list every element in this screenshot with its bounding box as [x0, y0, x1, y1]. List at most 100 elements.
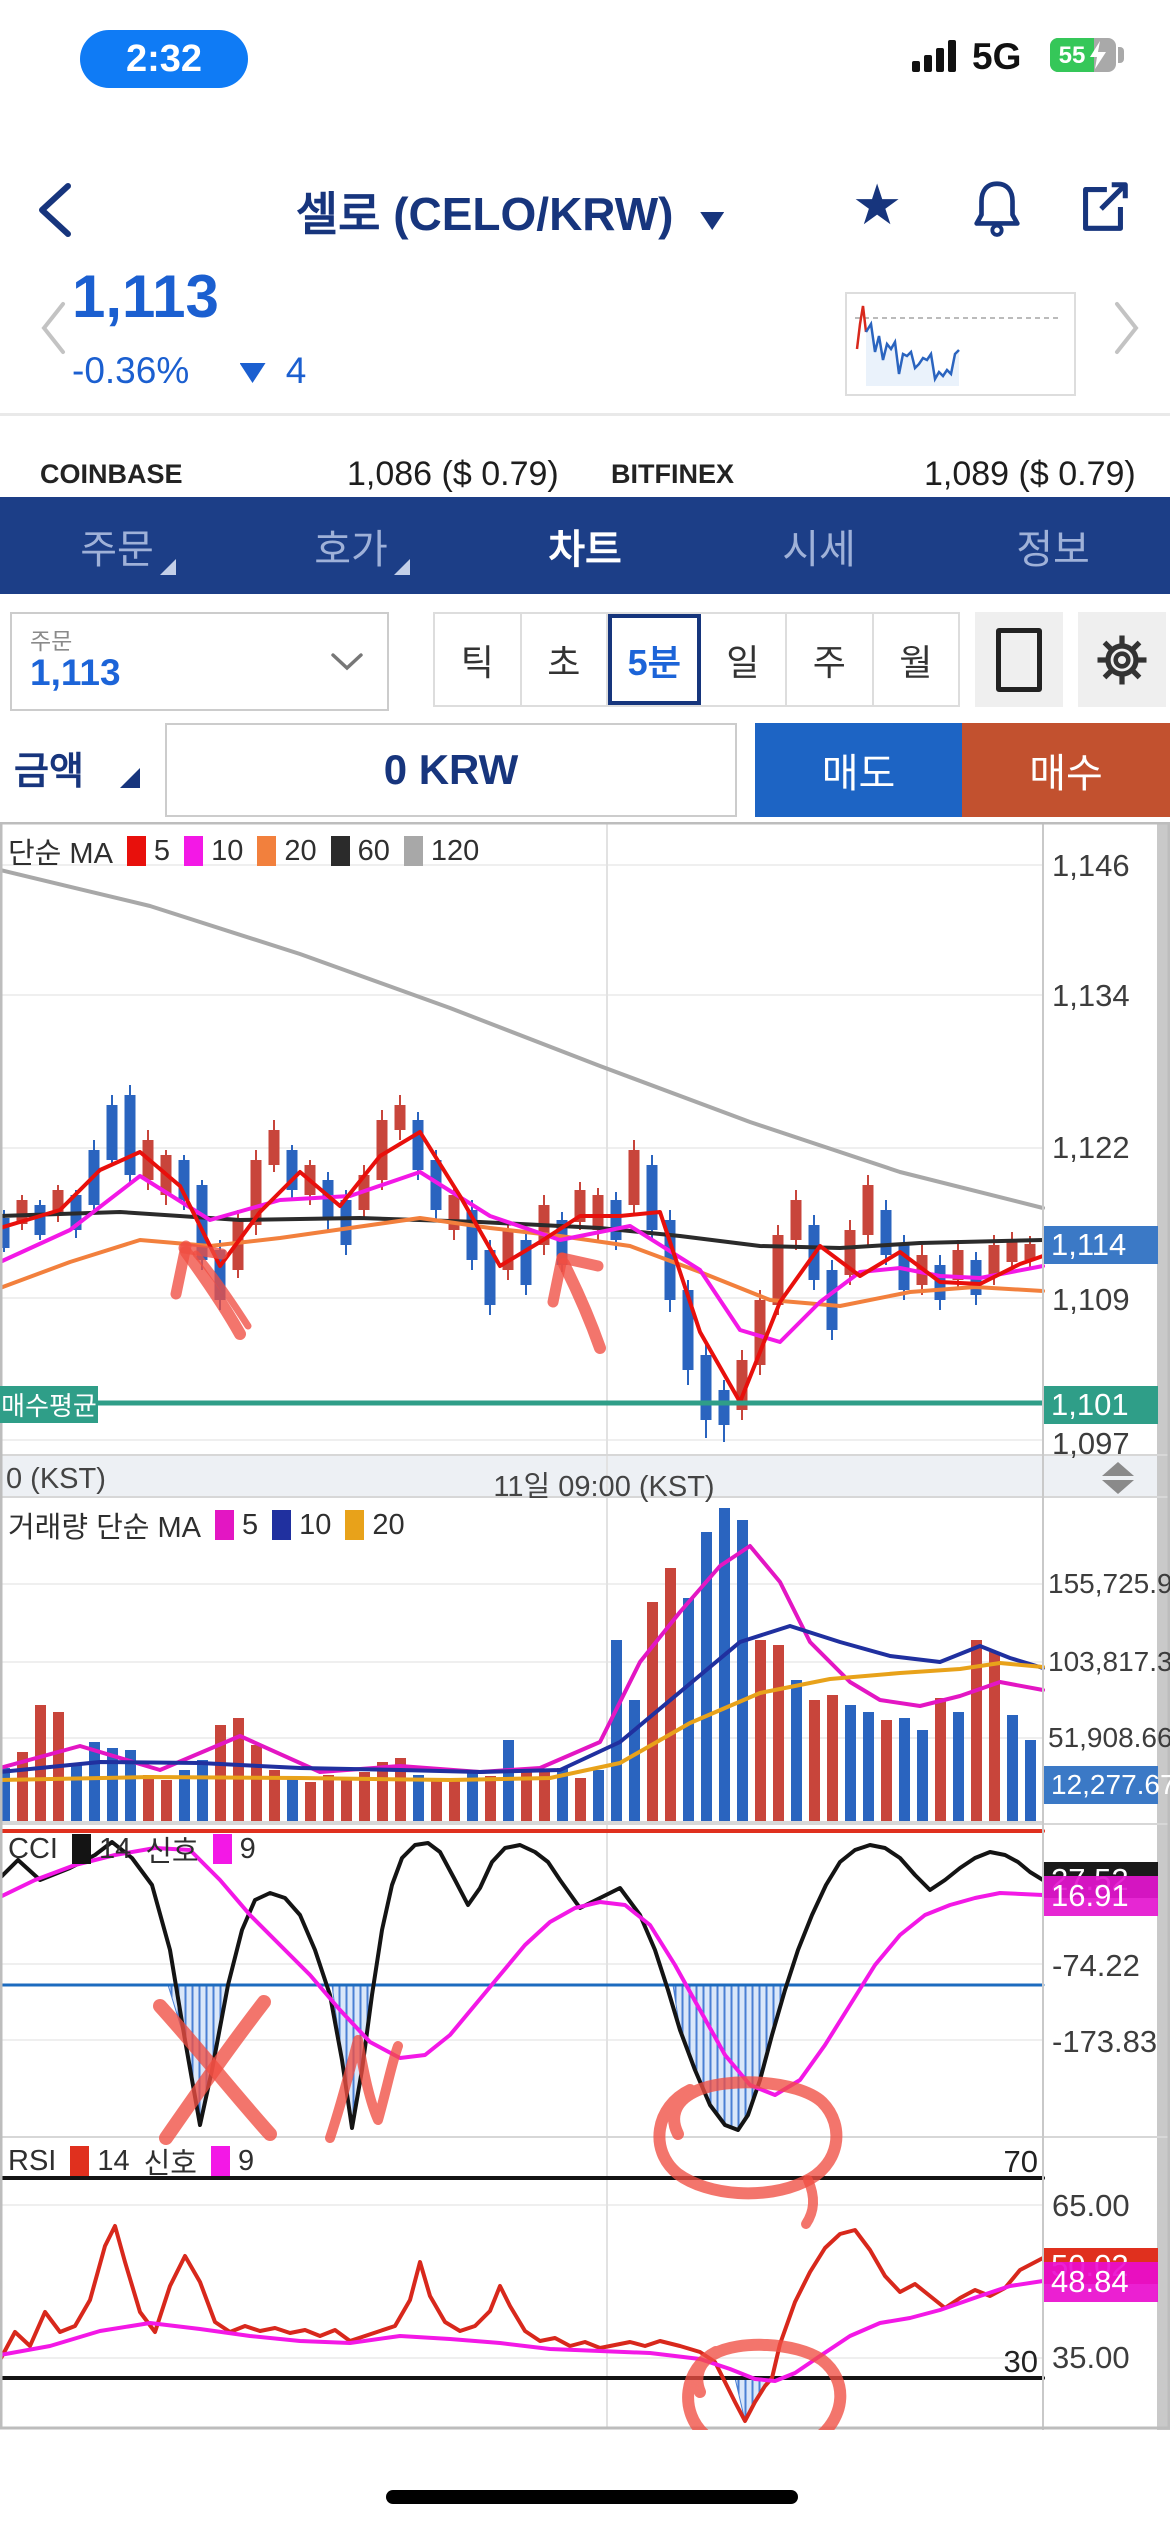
ma60-swatch [330, 836, 350, 866]
tab-info[interactable]: 정보 [1016, 527, 1090, 572]
timeframe-tick[interactable]: 틱 [435, 614, 522, 705]
last-price-badge: 1,114 [1044, 1226, 1158, 1264]
amount-label[interactable]: 금액 [14, 751, 84, 793]
tab-quotes[interactable]: 호가 [234, 497, 468, 594]
triangle-down-icon [1102, 1480, 1134, 1494]
cci-tick: -173.83 [1052, 2024, 1158, 2059]
portrait-rect-icon [996, 627, 1042, 692]
avg-price-badge: 1,101 [1044, 1386, 1158, 1424]
timeframe-group: 틱 초 5분 일 주 월 [433, 612, 960, 707]
battery-percent: 55 [1058, 42, 1086, 69]
rsi-legend: RSI 14 신호 9 [8, 2144, 255, 2181]
cci-tick: -74.22 [1052, 1948, 1140, 1983]
chevron-down-icon [700, 212, 725, 230]
exchange-bitfinex-price: 1,089 ($ 0.79) [924, 454, 1136, 493]
order-price-value: 1,113 [30, 652, 121, 693]
chevron-down-icon [331, 653, 363, 671]
tab-market[interactable]: 시세 [782, 527, 856, 572]
corner-triangle-icon [160, 559, 176, 575]
chart-canvas[interactable] [0, 822, 1170, 2430]
fullscreen-button[interactable] [975, 612, 1063, 707]
price-tick: 1,146 [1052, 848, 1130, 883]
chart-region: 단순 MA 5 10 20 60 120 1,146 1,134 1,122 1… [0, 822, 1170, 2430]
timeframe-month[interactable]: 월 [899, 641, 933, 683]
battery-icon: 55 [1050, 38, 1116, 72]
exchange-name: COINBASE [40, 458, 183, 489]
gear-icon [1097, 635, 1147, 684]
volume-badge: 12,277.676 [1044, 1766, 1170, 1804]
exchange-bitfinex: BITFINEX [611, 448, 734, 500]
prev-symbol-button[interactable] [38, 300, 68, 356]
sell-button[interactable]: 매도 [755, 723, 962, 817]
charging-bolt-icon [1090, 41, 1106, 69]
timeframe-week[interactable]: 주 [787, 614, 874, 705]
price-tick: 1,122 [1052, 1130, 1130, 1165]
amount-corner-icon [120, 768, 140, 788]
ma20-swatch [257, 836, 277, 866]
change-amount: 4 [285, 350, 307, 391]
order-price-dropdown[interactable]: 주문 1,113 [10, 612, 389, 711]
order-label: 주문 [30, 628, 73, 654]
page-title: 셀로 (CELO/KRW) [295, 188, 674, 240]
cci-swatch [71, 1834, 91, 1864]
home-indicator [386, 2490, 798, 2504]
triangle-up-icon [1102, 1462, 1134, 1476]
share-icon[interactable] [1072, 176, 1134, 238]
notification-bell-icon[interactable] [966, 176, 1028, 238]
scale-toggle[interactable] [1098, 1460, 1138, 1496]
rsi-signal-swatch [210, 2146, 230, 2176]
tab-order[interactable]: 주문 [0, 497, 234, 594]
buy-button[interactable]: 매수 [962, 723, 1170, 817]
cci-signal-badge: 16.91 [1044, 1876, 1158, 1916]
signal-bars-icon [912, 40, 962, 72]
time-axis-center: 11일 09:00 (KST) [493, 1471, 715, 1503]
vol-ma5-swatch [215, 1510, 235, 1540]
tab-chart[interactable]: 차트 [548, 527, 622, 572]
vol-ma20-swatch [345, 1510, 365, 1540]
amount-input[interactable]: 0 KRW [165, 723, 737, 817]
chart-settings-button[interactable] [1078, 612, 1166, 707]
exchange-coinbase-price: 1,086 ($ 0.79) [347, 454, 559, 493]
ma5-swatch [126, 836, 146, 866]
mini-chart [845, 292, 1076, 396]
timeframe-day[interactable]: 일 [701, 614, 787, 705]
avg-buy-label: 매수평균 [0, 1386, 98, 1423]
triangle-down-icon [239, 363, 266, 383]
exchange-name: BITFINEX [611, 458, 735, 489]
back-button[interactable] [34, 182, 76, 238]
timeframe-5min[interactable]: 5분 [608, 614, 701, 705]
price-tick: 1,097 [1052, 1426, 1130, 1461]
favorite-star-icon[interactable]: ★ [852, 173, 903, 236]
rsi-signal-badge: 48.84 [1044, 2262, 1158, 2302]
status-time-pill: 2:32 [80, 30, 248, 88]
timeframe-second[interactable]: 초 [522, 614, 608, 705]
volume-tick: 103,817.332 [1048, 1646, 1170, 1677]
price-change: -0.36% 4 [72, 350, 306, 392]
price-tick: 1,134 [1052, 978, 1130, 1013]
status-time: 2:32 [125, 37, 203, 80]
volume-tick: 155,725.999 [1048, 1568, 1170, 1599]
volume-tick: 51,908.666 [1048, 1722, 1170, 1753]
next-symbol-button[interactable] [1112, 300, 1142, 356]
rsi-upper-level: 70 [1003, 2144, 1038, 2179]
time-axis-left: 0 (KST) [6, 1463, 106, 1495]
price-tick: 1,109 [1052, 1282, 1130, 1317]
rsi-swatch [70, 2146, 90, 2176]
ma10-swatch [184, 836, 204, 866]
change-percent: -0.36% [72, 350, 190, 391]
cci-legend: CCI 14 신호 9 [8, 1832, 256, 1869]
cci-signal-swatch [212, 1834, 232, 1864]
rsi-tick: 35.00 [1052, 2340, 1130, 2375]
network-type: 5G [972, 36, 1022, 77]
rsi-tick: 65.00 [1052, 2188, 1130, 2223]
volume-legend: 거래량 단순 MA 5 10 20 [8, 1508, 405, 1545]
divider [0, 413, 1170, 416]
nav-tabbar: 주문 호가 차트 시세 정보 [0, 497, 1170, 594]
rsi-lower-level: 30 [1003, 2344, 1038, 2379]
battery-cap [1118, 47, 1124, 63]
current-price: 1,113 [72, 263, 219, 330]
corner-triangle-icon [394, 559, 410, 575]
symbol-title-dropdown[interactable]: 셀로 (CELO/KRW) [230, 178, 790, 244]
exchange-coinbase: COINBASE [40, 448, 183, 500]
